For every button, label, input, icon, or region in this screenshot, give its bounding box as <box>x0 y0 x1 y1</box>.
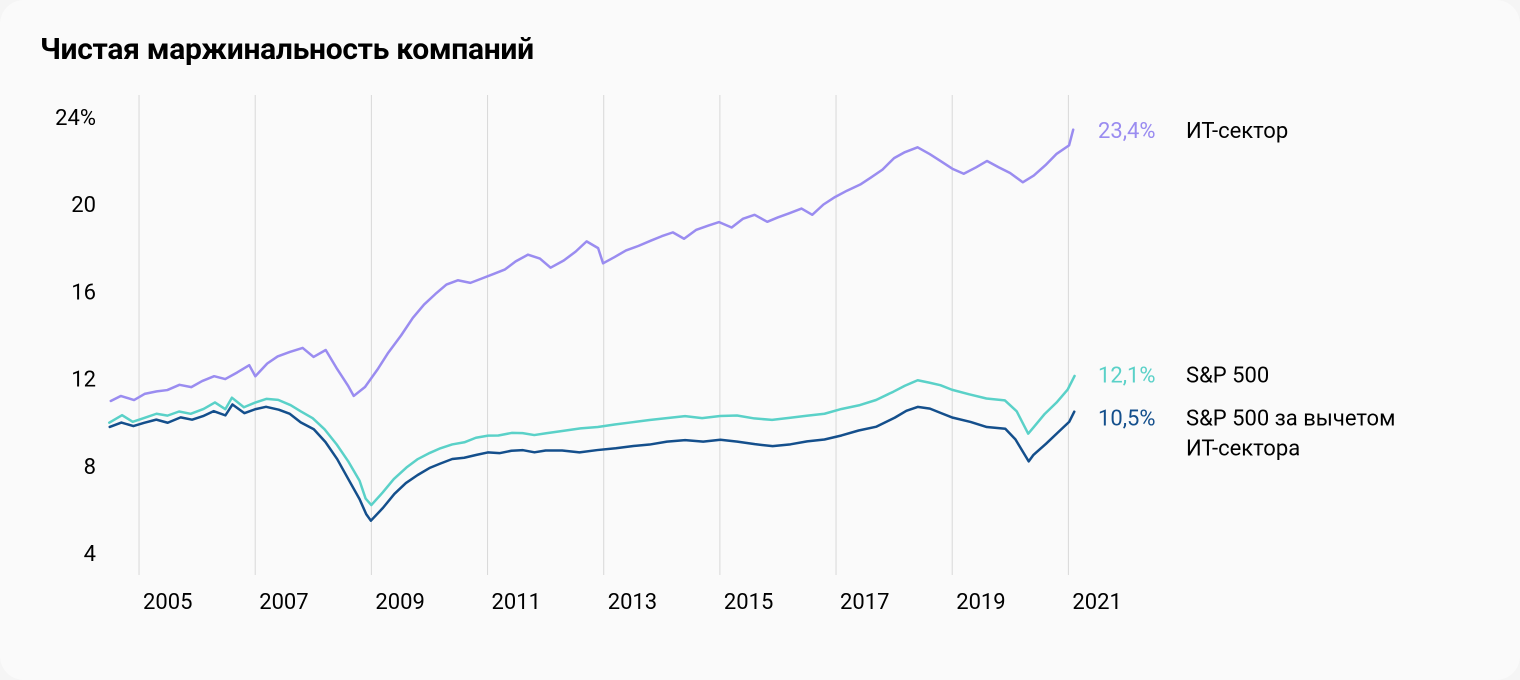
x-tick-label: 2005 <box>143 590 192 615</box>
x-tick-label: 2019 <box>956 590 1005 615</box>
y-tick-label: 20 <box>71 193 96 218</box>
chart-title: Чистая маржинальность компаний <box>40 32 1480 67</box>
y-tick-label: 24% <box>55 106 96 131</box>
line-chart-svg: 4 8 12 16 20 24% 2005 2007 2009 2011 2013 2015 2017 2… <box>40 75 1480 635</box>
chart-area: 4 8 12 16 20 24% 2005 2007 2009 2011 2013 2015 2017 2… <box>40 75 1480 635</box>
x-tick-label: 2021 <box>1072 590 1121 615</box>
series-line-sp500_ex_it <box>110 404 1075 520</box>
x-tick-label: 2009 <box>375 590 424 615</box>
y-tick-label: 8 <box>84 455 96 480</box>
end-name-it: ИТ-сектор <box>1186 119 1288 144</box>
end-value-sp500ex: 10,5% <box>1098 406 1156 431</box>
x-tick-label: 2011 <box>492 590 541 615</box>
series-line-sp500 <box>109 376 1074 505</box>
end-name-sp500ex-l1: S&P 500 за вычетом <box>1186 406 1395 431</box>
end-value-it: 23,4% <box>1098 119 1156 144</box>
y-tick-label: 12 <box>71 368 96 393</box>
end-value-sp500: 12,1% <box>1098 363 1156 388</box>
chart-card: Чистая маржинальность компаний 481216202… <box>0 0 1520 680</box>
y-tick-label: 16 <box>71 280 96 305</box>
x-tick-label: 2013 <box>608 590 657 615</box>
y-tick-label: 4 <box>84 542 96 567</box>
x-tick-label: 2007 <box>259 590 308 615</box>
x-tick-label: 2017 <box>840 590 889 615</box>
end-name-sp500ex-l2: ИТ-сектора <box>1186 436 1300 461</box>
x-tick-label: 2015 <box>724 590 773 615</box>
end-name-sp500: S&P 500 <box>1186 363 1269 388</box>
